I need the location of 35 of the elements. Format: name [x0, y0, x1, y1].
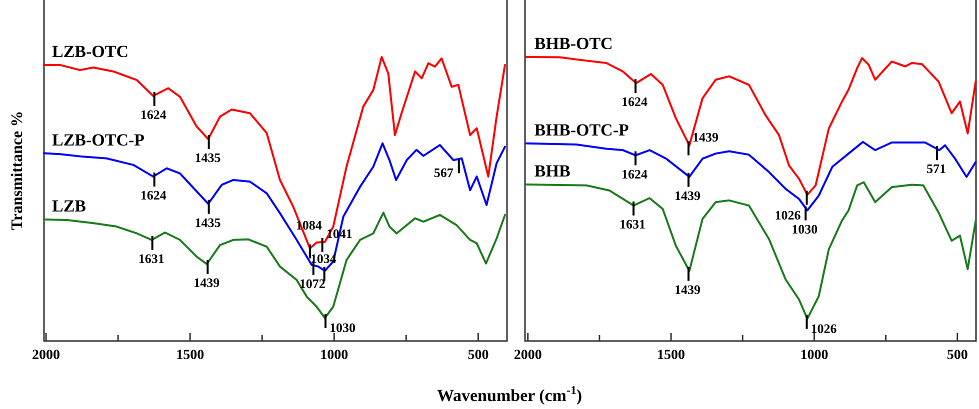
series-label: LZB-OTC	[52, 42, 129, 61]
annotation: 1624	[140, 106, 167, 122]
x-tick-label: 500	[946, 348, 968, 363]
series-label: BHB-OTC-P	[534, 120, 629, 140]
annotation: 1439	[692, 129, 720, 144]
x-axis-title: Wavenumber (cm$^{-1}$)	[436, 383, 582, 405]
annotation: 1439	[674, 282, 702, 297]
y-axis-title: Transmittance %	[9, 110, 26, 230]
x-tick-label: 1500	[176, 348, 204, 363]
x-tick-label: 2000	[32, 348, 60, 363]
annotation: 1439	[194, 275, 220, 290]
annotation: 1439	[674, 188, 702, 203]
x-tick-label: 1000	[320, 348, 348, 363]
annotation: 1624	[622, 94, 648, 110]
annotation: 1435	[194, 150, 222, 166]
annotation: 1435	[194, 214, 222, 230]
series-label: BHB-OTC	[534, 34, 613, 53]
annotation: 1072	[299, 276, 326, 291]
annotation: 1030	[792, 221, 818, 236]
annotation: 1624	[622, 166, 648, 182]
annotation: 1631	[138, 250, 164, 266]
annotation: 1631	[620, 216, 646, 232]
x-tick-label: 1500	[657, 348, 686, 363]
annotation: 1624	[140, 188, 167, 203]
series-label: LZB-OTC-P	[52, 130, 145, 150]
x-tick-label: 2000	[514, 348, 542, 363]
series-label: BHB	[534, 162, 570, 181]
annotation: 1026	[774, 208, 802, 223]
annotation: 567	[434, 165, 454, 180]
x-tick-label: 1000	[800, 348, 828, 363]
annotation: 1030	[329, 320, 356, 335]
annotation: 1026	[810, 320, 838, 336]
x-tick-label: 500	[468, 348, 489, 363]
annotation: 571	[926, 161, 946, 176]
series-label: LZB	[52, 196, 86, 216]
